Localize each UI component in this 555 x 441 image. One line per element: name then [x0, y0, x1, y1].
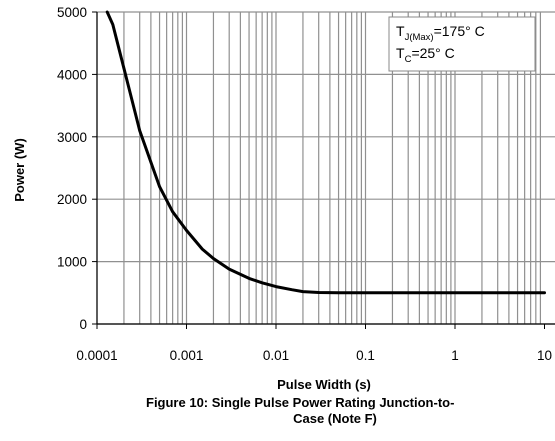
annotation-subscript: C — [405, 54, 412, 65]
annotation-line: TC=25° C — [396, 45, 455, 65]
y-axis-ticks: 0 1000 2000 3000 4000 5000 — [57, 5, 97, 332]
x-tick-label: 0.01 — [263, 348, 289, 363]
grid — [96, 11, 555, 325]
plot-frame — [96, 12, 555, 325]
x-axis-ticks: 0.0001 0.001 0.01 0.1 1 10 — [76, 324, 552, 363]
annotation-symbol: T — [396, 23, 405, 39]
annotation-line: TJ(Max)=175° C — [396, 23, 485, 43]
x-tick-label: 0.1 — [356, 348, 375, 363]
y-tick-label: 2000 — [57, 192, 87, 207]
y-tick-label: 4000 — [57, 67, 87, 82]
chart-title-line-2: Case (Note F) — [293, 411, 377, 426]
y-tick-label: 5000 — [57, 5, 87, 20]
series-layer — [105, 10, 546, 295]
annotation-value: =175° C — [434, 23, 485, 39]
chart-title-line-1: Figure 10: Single Pulse Power Rating Jun… — [146, 395, 454, 410]
y-tick-label: 1000 — [57, 255, 87, 270]
y-tick-label: 0 — [79, 317, 87, 332]
y-axis-label: Power (W) — [12, 138, 27, 202]
annotation-subscript: J(Max) — [405, 32, 434, 43]
annotation-symbol: T — [396, 45, 405, 61]
x-tick-label: 1 — [451, 348, 459, 363]
x-tick-label: 10 — [537, 348, 552, 363]
power-curve-line — [105, 10, 546, 295]
annotation-box: TJ(Max)=175° CTC=25° C — [388, 16, 536, 72]
annotation-value: =25° C — [411, 45, 454, 61]
annotation-frame — [388, 16, 536, 72]
x-axis-label: Pulse Width (s) — [277, 377, 371, 392]
x-tick-label: 0.001 — [170, 348, 204, 363]
y-tick-label: 3000 — [57, 130, 87, 145]
x-tick-label: 0.0001 — [76, 348, 117, 363]
